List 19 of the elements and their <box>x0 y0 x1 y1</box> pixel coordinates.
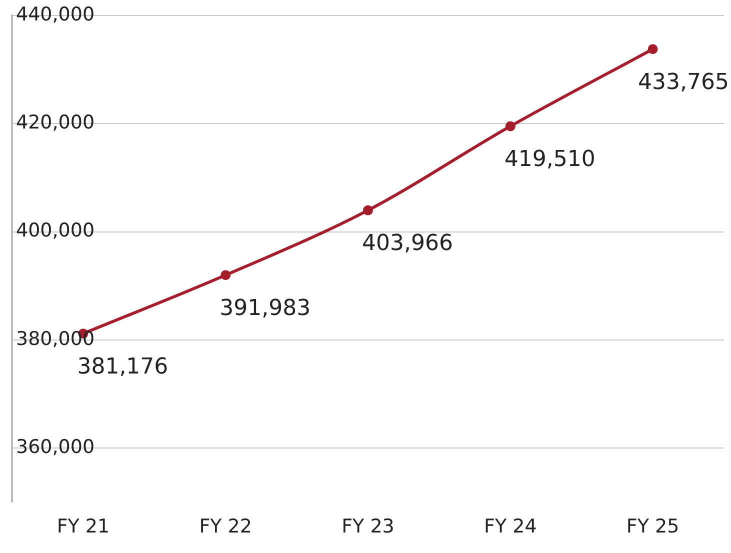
x-tick-label: FY 23 <box>342 516 394 538</box>
y-tick-label: 380,000 <box>16 328 95 350</box>
data-label: 433,765 <box>638 70 730 95</box>
x-tick-label: FY 21 <box>56 516 110 538</box>
x-tick-label: FY 22 <box>199 516 252 538</box>
x-tick-label: FY 25 <box>626 516 680 538</box>
data-label: 381,176 <box>77 354 168 380</box>
data-label: 403,966 <box>362 231 453 256</box>
point <box>505 121 516 132</box>
data-label: 419,510 <box>504 146 596 172</box>
y-tick-label: 420,000 <box>16 112 95 134</box>
y-tick-label: 440,000 <box>16 3 95 26</box>
y-tick-label: 400,000 <box>16 220 95 242</box>
point <box>648 44 658 54</box>
point <box>220 270 231 280</box>
data-label: 391,983 <box>220 296 311 321</box>
x-tick-label: FY 24 <box>484 516 537 538</box>
point <box>363 205 373 216</box>
y-tick-label: 360,000 <box>16 436 95 458</box>
